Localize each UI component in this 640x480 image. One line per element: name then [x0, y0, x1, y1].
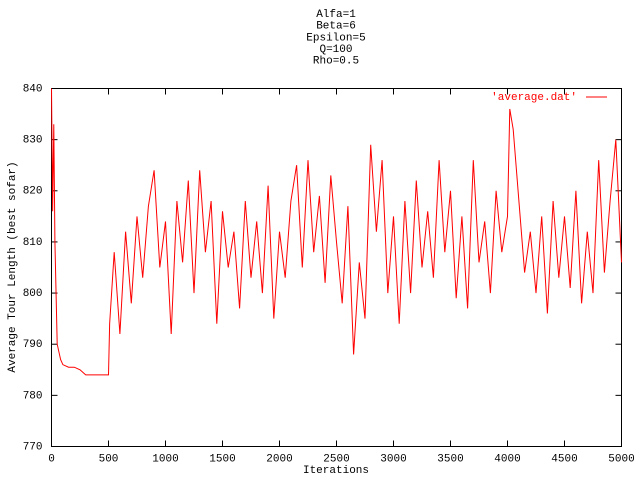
x-tick-label: 2500 [323, 453, 349, 465]
y-tick-label: 780 [23, 390, 43, 402]
y-tick-label: 800 [23, 288, 43, 300]
legend-label: 'average.dat' [491, 92, 577, 104]
y-tick-label: 820 [23, 186, 43, 198]
x-tick-label: 3500 [437, 453, 463, 465]
y-axis-label: Average Tour Length (best sofar) [7, 161, 19, 372]
y-tick-label: 830 [23, 135, 43, 147]
title-line: Q=100 [319, 44, 352, 56]
data-line [51, 88, 622, 376]
x-tick-label: 3000 [380, 453, 406, 465]
x-axis-label: Iterations [303, 465, 369, 477]
title-line: Rho=0.5 [313, 56, 359, 68]
x-tick-label: 1000 [152, 453, 178, 465]
y-tick-label: 770 [23, 441, 43, 453]
x-tick-label: 500 [99, 453, 119, 465]
title-line: Alfa=1 [316, 9, 356, 21]
title-line: Epsilon=5 [306, 32, 365, 44]
x-tick-label: 4000 [494, 453, 520, 465]
x-tick-label: 4500 [551, 453, 577, 465]
y-tick-label: 810 [23, 237, 43, 249]
x-tick-label: 2000 [266, 453, 292, 465]
x-tick-label: 1500 [209, 453, 235, 465]
y-tick-label: 840 [23, 83, 43, 95]
y-tick-label: 790 [23, 339, 43, 351]
title-line: Beta=6 [316, 21, 356, 33]
x-tick-label: 5000 [608, 453, 634, 465]
x-tick-label: 0 [48, 453, 55, 465]
